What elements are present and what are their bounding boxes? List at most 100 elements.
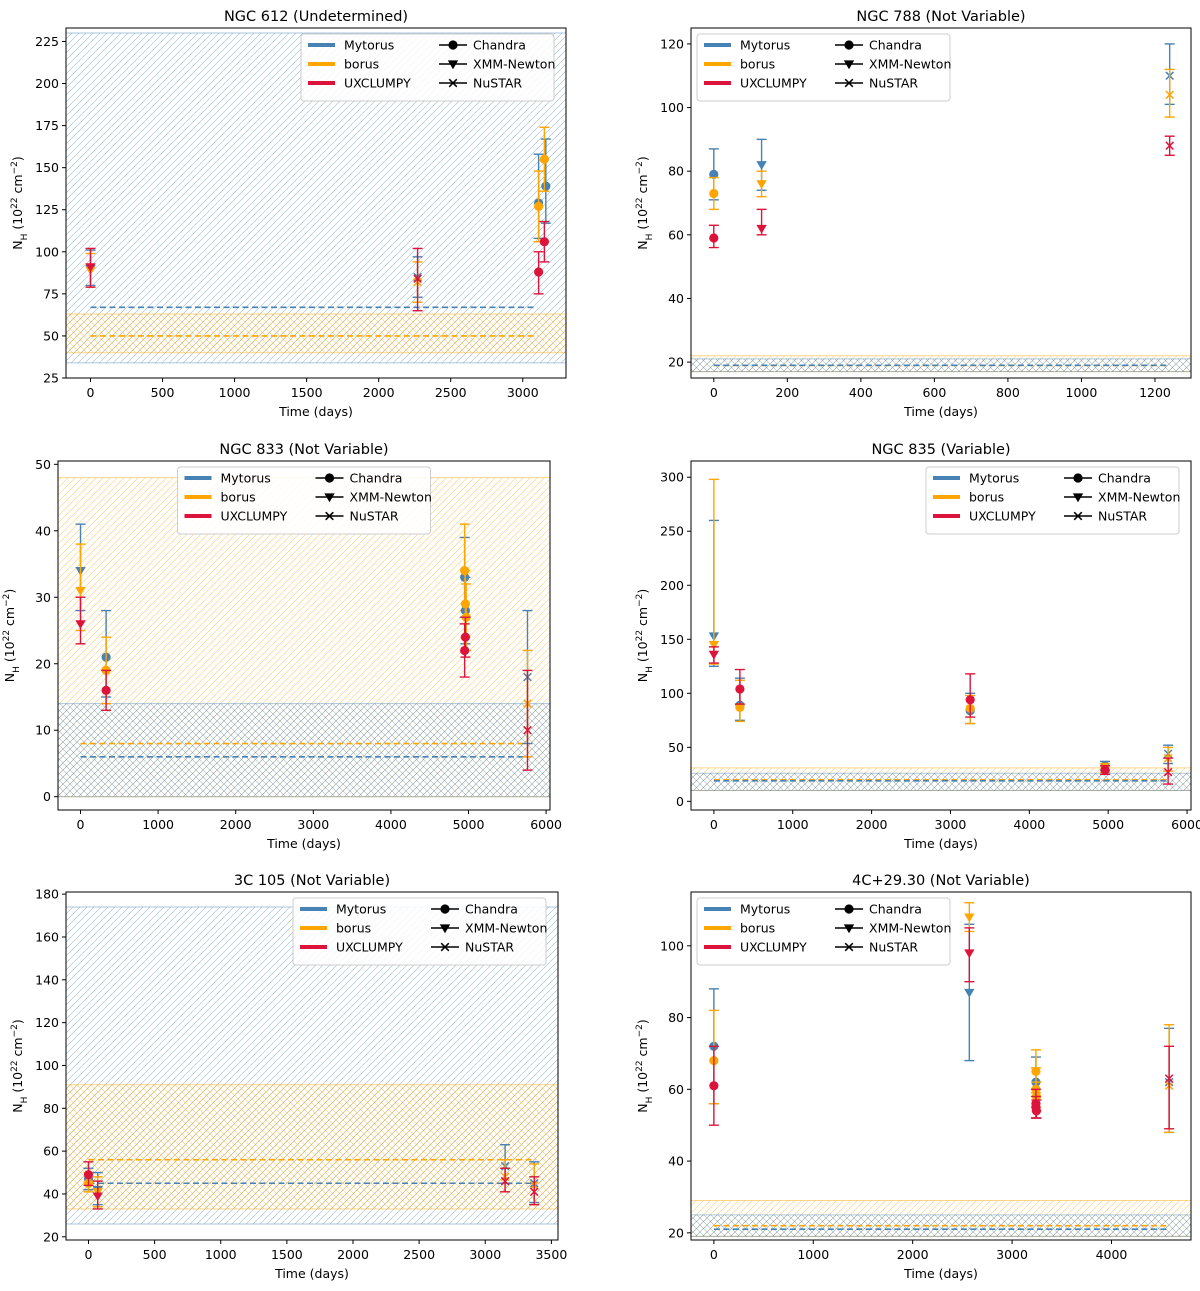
x-tick-label: 3000 <box>507 385 539 400</box>
chart-title: NGC 835 (Variable) <box>871 442 1010 458</box>
x-tick-label: 4000 <box>375 817 407 832</box>
plot-area <box>58 477 550 798</box>
marker-xmm-newton <box>75 620 86 630</box>
y-tick-label: 80 <box>43 1101 59 1116</box>
y-tick-label: 150 <box>660 632 684 647</box>
x-tick-label: 4000 <box>1096 1247 1128 1262</box>
x-tick-label: 2500 <box>403 1247 435 1262</box>
axes-frame <box>65 891 559 1241</box>
y-tick-label: 20 <box>668 355 684 370</box>
chart-panel-ngc-612-undetermined: 0 500 1000 1500 2000 2500 3000 25 50 75 100 125 150 1… <box>10 9 567 419</box>
x-tick-label: 600 <box>922 385 946 400</box>
x-tick-label: 1500 <box>291 385 323 400</box>
legend-label-uxclumpy: UXCLUMPY <box>344 76 411 91</box>
x-tick-label: 1500 <box>271 1247 303 1262</box>
x-tick-label: 1200 <box>1139 385 1171 400</box>
marker-chandra <box>539 154 549 164</box>
y-tick-label: 80 <box>668 164 684 179</box>
legend-label-borus: borus <box>969 490 1004 505</box>
legend-label-uxclumpy: UXCLUMPY <box>969 509 1036 524</box>
y-tick-label: 20 <box>668 1225 684 1240</box>
y-tick-label: 40 <box>43 1186 59 1201</box>
legend-marker-xmm-newton <box>439 924 451 934</box>
marker-chandra <box>83 1170 94 1180</box>
marker-nustar <box>523 725 532 735</box>
chart-panel-ngc-788-not-variable: 0 200 400 600 800 1000 1200 20 40 60 80 100 120 NGC 7… <box>635 9 1192 419</box>
legend-frame <box>925 466 1180 535</box>
legend-frame <box>292 897 547 966</box>
x-tick-label: 2500 <box>435 385 467 400</box>
axes-frame <box>690 27 1192 379</box>
legend-label-chandra: Chandra <box>465 902 518 917</box>
legend-marker-chandra <box>324 473 335 483</box>
y-tick-label: 250 <box>660 524 684 539</box>
data-point-borus-nustar <box>1164 68 1175 118</box>
legend-marker-nustar <box>844 942 854 952</box>
x-axis-label: Time (days) <box>903 1266 978 1281</box>
axes-frame <box>690 891 1192 1241</box>
data-point-uxclumpy-nustar <box>1164 1045 1175 1130</box>
data-point-uxclumpy-xmm-newton <box>92 1180 103 1210</box>
legend-label-nustar: NuSTAR <box>473 76 522 91</box>
legend-frame <box>696 33 951 102</box>
legend-marker-nustar <box>844 78 854 88</box>
marker-xmm-newton <box>964 988 975 998</box>
data-point-uxclumpy-nustar <box>1164 135 1175 156</box>
y-tick-label: 175 <box>35 118 59 133</box>
marker-xmm-newton <box>708 650 720 660</box>
y-tick-label: 200 <box>35 76 59 91</box>
marker-nustar <box>1165 90 1175 100</box>
axes-frame <box>57 460 551 811</box>
x-tick-label: 3000 <box>935 817 967 832</box>
x-tick-label: 3000 <box>469 1247 501 1262</box>
x-tick-label: 1000 <box>1066 385 1098 400</box>
band-borus <box>66 314 566 353</box>
legend-marker-chandra <box>1073 473 1083 483</box>
marker-chandra <box>709 1081 719 1091</box>
x-tick-label: 500 <box>151 385 175 400</box>
y-tick-label: 120 <box>35 1015 59 1030</box>
data-point-uxclumpy-xmm-newton <box>85 247 96 288</box>
chart-panel-ngc-833-not-variable: 0 1000 2000 3000 4000 5000 6000 0 10 20 30 40 50 NGC … <box>2 442 562 851</box>
y-tick-label: 50 <box>43 328 59 343</box>
x-tick-label: 6000 <box>1171 817 1200 832</box>
band-borus <box>66 1084 558 1209</box>
legend-label-chandra: Chandra <box>350 471 403 486</box>
legend-label-uxclumpy: UXCLUMPY <box>336 940 403 955</box>
data-point-uxclumpy-xmm-newton <box>756 208 767 236</box>
plot-area <box>691 902 1191 1237</box>
legend-label-chandra: Chandra <box>869 38 922 53</box>
marker-chandra <box>1100 765 1110 775</box>
marker-nustar <box>1165 141 1175 151</box>
x-tick-label: 0 <box>710 1247 718 1262</box>
data-point-borus-chandra <box>708 176 719 211</box>
x-tick-label: 2000 <box>856 817 888 832</box>
y-tick-label: 40 <box>668 1154 684 1169</box>
data-point-borus-xmm-newton <box>964 902 975 933</box>
legend: Mytorus borus UXCLUMPY Chandra XMM-Newton NuS… <box>177 466 432 535</box>
legend-label-xmm-newton: XMM-Newton <box>465 921 547 936</box>
legend-label-xmm-newton: XMM-Newton <box>869 921 951 936</box>
data-point-uxclumpy-chandra <box>708 1045 719 1126</box>
y-tick-label: 40 <box>35 523 51 538</box>
legend-label-nustar: NuSTAR <box>869 76 918 91</box>
legend: Mytorus borus UXCLUMPY Chandra XMM-Newton NuS… <box>925 466 1180 535</box>
legend-label-xmm-newton: XMM-Newton <box>1098 490 1180 505</box>
legend: Mytorus borus UXCLUMPY Chandra XMM-Newton NuS… <box>292 897 547 966</box>
x-axis-label: Time (days) <box>903 836 978 851</box>
legend-marker-chandra <box>844 40 854 50</box>
x-tick-label: 2000 <box>897 1247 929 1262</box>
legend-label-mytorus: Mytorus <box>969 471 1019 486</box>
legend-label-mytorus: Mytorus <box>344 38 394 53</box>
marker-xmm-newton <box>756 224 767 234</box>
legend-marker-xmm-newton <box>1072 493 1084 503</box>
legend-label-mytorus: Mytorus <box>740 902 790 917</box>
x-tick-label: 6000 <box>530 817 562 832</box>
y-tick-label: 10 <box>35 723 51 738</box>
plot-area <box>691 478 1191 792</box>
legend-marker-nustar <box>440 942 450 952</box>
legend-label-nustar: NuSTAR <box>350 509 399 524</box>
legend-label-borus: borus <box>221 490 256 505</box>
marker-xmm-newton <box>92 1192 103 1202</box>
data-point-uxclumpy-xmm-newton <box>964 927 975 983</box>
